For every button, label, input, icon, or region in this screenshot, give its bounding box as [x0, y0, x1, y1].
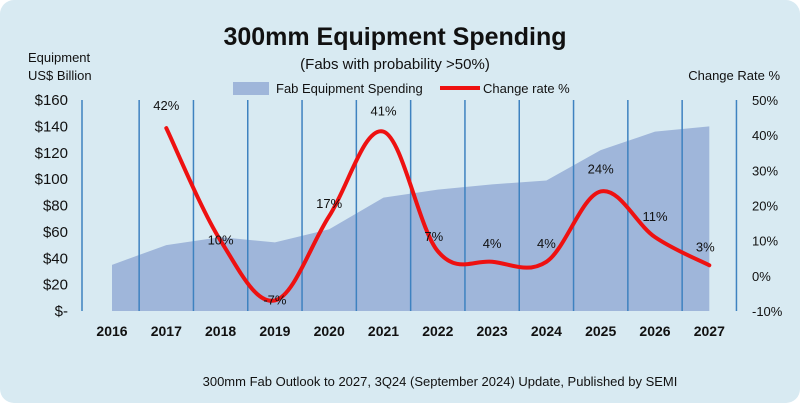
legend-label-area: Fab Equipment Spending — [276, 81, 423, 96]
left-tick-label: $160 — [35, 92, 68, 109]
data-label: 3% — [696, 239, 715, 254]
legend-label-line: Change rate % — [483, 81, 570, 96]
left-axis-title-line1: Equipment — [28, 50, 91, 65]
source-note: 300mm Fab Outlook to 2027, 3Q24 (Septemb… — [203, 374, 678, 389]
x-tick-label: 2022 — [422, 323, 453, 339]
x-tick-label: 2017 — [151, 323, 182, 339]
right-tick-label: -10% — [752, 304, 783, 319]
chart-title: 300mm Equipment Spending — [223, 23, 566, 51]
data-label: 24% — [588, 161, 614, 176]
right-tick-label: 40% — [752, 128, 778, 143]
data-label: 4% — [537, 236, 556, 251]
left-tick-label: $120 — [35, 145, 68, 162]
left-tick-label: $40 — [43, 250, 68, 267]
data-label: 11% — [642, 209, 667, 224]
left-tick-label: $80 — [43, 198, 68, 215]
left-tick-label: $20 — [43, 277, 68, 294]
data-label: 42% — [153, 98, 179, 113]
x-tick-label: 2026 — [639, 323, 670, 339]
left-tick-label: $140 — [35, 118, 68, 135]
data-label: 4% — [483, 236, 502, 251]
x-tick-label: 2016 — [96, 323, 127, 339]
right-tick-label: 30% — [752, 163, 778, 178]
x-tick-label: 2024 — [531, 323, 562, 339]
data-label: 7% — [424, 229, 443, 244]
right-tick-label: 10% — [752, 234, 778, 249]
right-axis-title: Change Rate % — [688, 68, 780, 83]
right-tick-label: 0% — [752, 269, 771, 284]
right-tick-label: 50% — [752, 93, 778, 108]
data-label: 17% — [316, 196, 342, 211]
data-label: -7% — [263, 292, 287, 307]
data-label: 10% — [208, 233, 234, 248]
left-tick-label: $100 — [35, 171, 68, 188]
left-axis-title-line2: US$ Billion — [28, 68, 92, 83]
line-change-rate — [164, 126, 712, 303]
x-tick-label: 2019 — [259, 323, 290, 339]
x-tick-label: 2018 — [205, 323, 236, 339]
x-tick-label: 2027 — [694, 323, 725, 339]
x-tick-label: 2025 — [585, 323, 616, 339]
x-tick-label: 2023 — [477, 323, 508, 339]
chart-subtitle: (Fabs with probability >50%) — [300, 56, 490, 73]
left-tick-label: $60 — [43, 224, 68, 241]
plot-area: $- $20 $40 $60 $80 $100 $120 $140 $160 -10% 0% 10% 2… — [35, 92, 783, 339]
right-tick-label: 20% — [752, 199, 778, 214]
legend-swatch-area — [233, 82, 269, 95]
left-tick-label: $- — [55, 303, 68, 320]
x-tick-label: 2020 — [314, 323, 345, 339]
data-label: 41% — [370, 104, 396, 119]
x-tick-label: 2021 — [368, 323, 399, 339]
